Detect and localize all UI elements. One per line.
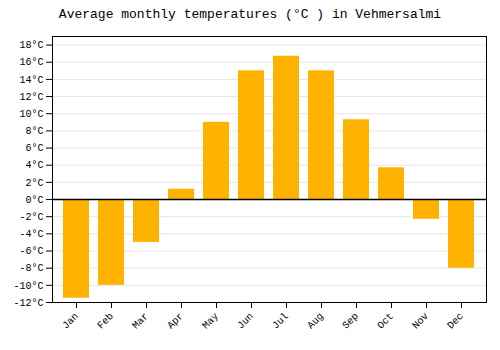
svg-text:-10°C: -10°C — [13, 281, 43, 292]
svg-text:Apr: Apr — [165, 311, 186, 332]
svg-text:-12°C: -12°C — [13, 298, 43, 309]
svg-text:Jan: Jan — [60, 311, 81, 332]
svg-text:0°C: 0°C — [25, 195, 43, 206]
svg-text:4°C: 4°C — [25, 160, 43, 171]
svg-text:10°C: 10°C — [19, 109, 43, 120]
svg-text:18°C: 18°C — [19, 40, 43, 51]
svg-text:-4°C: -4°C — [19, 229, 43, 240]
svg-text:Jun: Jun — [235, 311, 256, 332]
svg-text:Oct: Oct — [375, 311, 396, 332]
svg-text:Jul: Jul — [270, 311, 291, 332]
svg-text:2°C: 2°C — [25, 178, 43, 189]
svg-text:May: May — [200, 311, 221, 332]
svg-text:-6°C: -6°C — [19, 246, 43, 257]
svg-text:16°C: 16°C — [19, 57, 43, 68]
svg-text:Feb: Feb — [95, 311, 116, 332]
svg-text:Aug: Aug — [305, 311, 326, 332]
svg-text:12°C: 12°C — [19, 92, 43, 103]
svg-text:8°C: 8°C — [25, 126, 43, 137]
svg-text:Mar: Mar — [130, 311, 151, 332]
svg-text:Dec: Dec — [445, 311, 466, 332]
svg-text:Nov: Nov — [410, 311, 431, 332]
svg-text:-2°C: -2°C — [19, 212, 43, 223]
svg-text:Sep: Sep — [340, 311, 361, 332]
html-text:Average monthly temperatures (: Average monthly temperatures (°C ) in Ve… — [58, 7, 442, 22]
svg-text:14°C: 14°C — [19, 75, 43, 86]
svg-text:6°C: 6°C — [25, 143, 43, 154]
svg-text:-8°C: -8°C — [19, 263, 43, 274]
